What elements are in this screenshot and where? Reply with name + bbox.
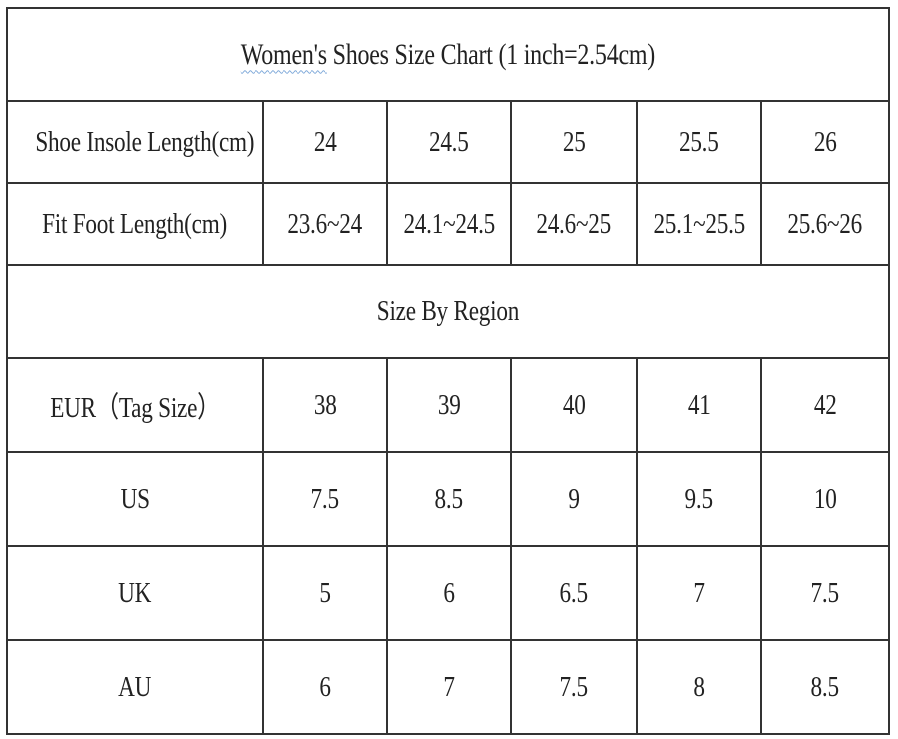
table-cell: 38 xyxy=(262,357,388,453)
table-row: US 7.5 8.5 9 9.5 10 xyxy=(6,451,891,547)
row-label: AU xyxy=(6,639,264,735)
table-cell: 25.6~26 xyxy=(759,182,891,266)
cell-text: 7 xyxy=(443,670,455,703)
table-cell: 7.5 xyxy=(262,451,388,547)
table-cell: 6 xyxy=(262,639,388,735)
table-cell: 8 xyxy=(636,639,762,735)
cell-text: UK xyxy=(118,576,152,609)
cell-text: Shoe Insole Length(cm) xyxy=(35,125,255,158)
cell-text: 9.5 xyxy=(684,482,714,515)
cell-text: 8.5 xyxy=(434,482,464,515)
cell-text: 7.5 xyxy=(559,670,589,703)
cell-text: 6.5 xyxy=(559,576,589,609)
cell-text: 41 xyxy=(687,388,711,421)
region-header: Size By Region xyxy=(5,264,891,359)
cell-text: 25.5 xyxy=(679,125,719,158)
table-cell: 41 xyxy=(636,357,762,453)
table-row: UK 5 6 6.5 7 7.5 xyxy=(6,545,891,641)
table-cell: 5 xyxy=(262,545,388,641)
title-rest: Shoes Size Chart (1 inch=2.54cm) xyxy=(326,37,656,71)
table-cell: 9 xyxy=(510,451,638,547)
cell-text: 24.5 xyxy=(429,125,469,158)
cell-text: US xyxy=(120,482,150,515)
cell-text: 42 xyxy=(813,388,837,421)
cell-text: 24.1~24.5 xyxy=(403,207,495,240)
row-label: UK xyxy=(6,545,264,641)
table-cell: 7.5 xyxy=(759,545,891,641)
row-label: EUR（Tag Size） xyxy=(6,357,264,453)
cell-text: 5 xyxy=(319,576,331,609)
cell-text: 7.5 xyxy=(310,482,340,515)
table-title: Women's Shoes Size Chart (1 inch=2.54cm) xyxy=(5,7,891,102)
cell-text: 6 xyxy=(443,576,455,609)
table-cell: 7.5 xyxy=(510,639,638,735)
table-cell: 42 xyxy=(759,357,891,453)
cell-text: 39 xyxy=(437,388,461,421)
cell-text: EUR（Tag Size） xyxy=(50,392,220,424)
cell-text: 25.1~25.5 xyxy=(653,207,745,240)
title-row: Women's Shoes Size Chart (1 inch=2.54cm) xyxy=(5,7,891,102)
table-cell: 8.5 xyxy=(759,639,891,735)
cell-text: 26 xyxy=(813,125,837,158)
cell-text: 40 xyxy=(562,388,586,421)
cell-text: 38 xyxy=(313,388,337,421)
table-cell: 7 xyxy=(636,545,762,641)
table-cell: 24.1~24.5 xyxy=(386,182,512,266)
cell-text: 7.5 xyxy=(810,576,840,609)
size-chart-table: Women's Shoes Size Chart (1 inch=2.54cm)… xyxy=(5,7,891,735)
cell-text: Fit Foot Length(cm) xyxy=(42,207,228,240)
cell-text: 6 xyxy=(319,670,331,703)
table-cell: 25.5 xyxy=(636,100,762,184)
title-prefix: Women's xyxy=(240,37,327,71)
table-cell: 10 xyxy=(759,451,891,547)
table-cell: 25.1~25.5 xyxy=(636,182,762,266)
table-cell: 24.6~25 xyxy=(510,182,638,266)
table-cell: 24.5 xyxy=(386,100,512,184)
region-header-row: Size By Region xyxy=(5,264,891,359)
cell-text: 25 xyxy=(562,125,586,158)
row-label: US xyxy=(6,451,264,547)
cell-text: AU xyxy=(118,670,152,703)
cell-text: 7 xyxy=(693,576,705,609)
cell-text: 9 xyxy=(568,482,580,515)
region-header-text: Size By Region xyxy=(376,295,520,327)
table-cell: 6 xyxy=(386,545,512,641)
table-cell: 40 xyxy=(510,357,638,453)
table-row: EUR（Tag Size） 38 39 40 41 42 xyxy=(6,357,891,453)
table-cell: 25 xyxy=(510,100,638,184)
row-label: Shoe Insole Length(cm) xyxy=(6,100,264,184)
table-cell: 6.5 xyxy=(510,545,638,641)
table-cell: 24 xyxy=(262,100,388,184)
cell-text: 8.5 xyxy=(810,670,840,703)
table-cell: 7 xyxy=(386,639,512,735)
table-cell: 23.6~24 xyxy=(262,182,388,266)
table-cell: 8.5 xyxy=(386,451,512,547)
table-row: Shoe Insole Length(cm) 24 24.5 25 25.5 26 xyxy=(6,100,891,184)
cell-text: 24.6~25 xyxy=(536,207,612,240)
cell-text: 10 xyxy=(813,482,837,515)
cell-text: 24 xyxy=(313,125,337,158)
cell-text: 25.6~26 xyxy=(787,207,863,240)
table-cell: 26 xyxy=(759,100,891,184)
table-row: AU 6 7 7.5 8 8.5 xyxy=(6,639,891,735)
table-cell: 39 xyxy=(386,357,512,453)
table-cell: 9.5 xyxy=(636,451,762,547)
cell-text: 8 xyxy=(693,670,705,703)
cell-text: 23.6~24 xyxy=(287,207,363,240)
row-label: Fit Foot Length(cm) xyxy=(6,182,264,266)
table-row: Fit Foot Length(cm) 23.6~24 24.1~24.5 24.6~… xyxy=(6,182,891,266)
